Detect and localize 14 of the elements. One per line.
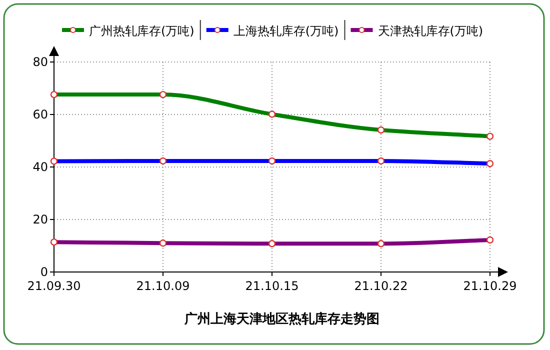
y-tick-label: 80 [32, 55, 48, 69]
x-tick-label: 21.09.30 [27, 279, 81, 293]
x-tick-label: 21.10.15 [245, 279, 299, 293]
legend-label: 天津热轧库存(万吨) [378, 24, 484, 38]
y-tick-label: 0 [40, 265, 48, 279]
text: 广州上海天津地区热轧库存走势图 [184, 311, 380, 327]
x-tick-label: 21.10.22 [354, 279, 408, 293]
legend-label: 上海热轧库存(万吨) [233, 24, 339, 38]
x-tick-label: 21.10.09 [136, 279, 190, 293]
y-tick-label: 60 [32, 108, 48, 122]
x-tick-label: 21.10.29 [463, 279, 517, 293]
y-tick-label: 40 [32, 160, 48, 174]
y-tick-label: 20 [32, 212, 48, 226]
legend-label: 广州热轧库存(万吨) [89, 24, 194, 38]
